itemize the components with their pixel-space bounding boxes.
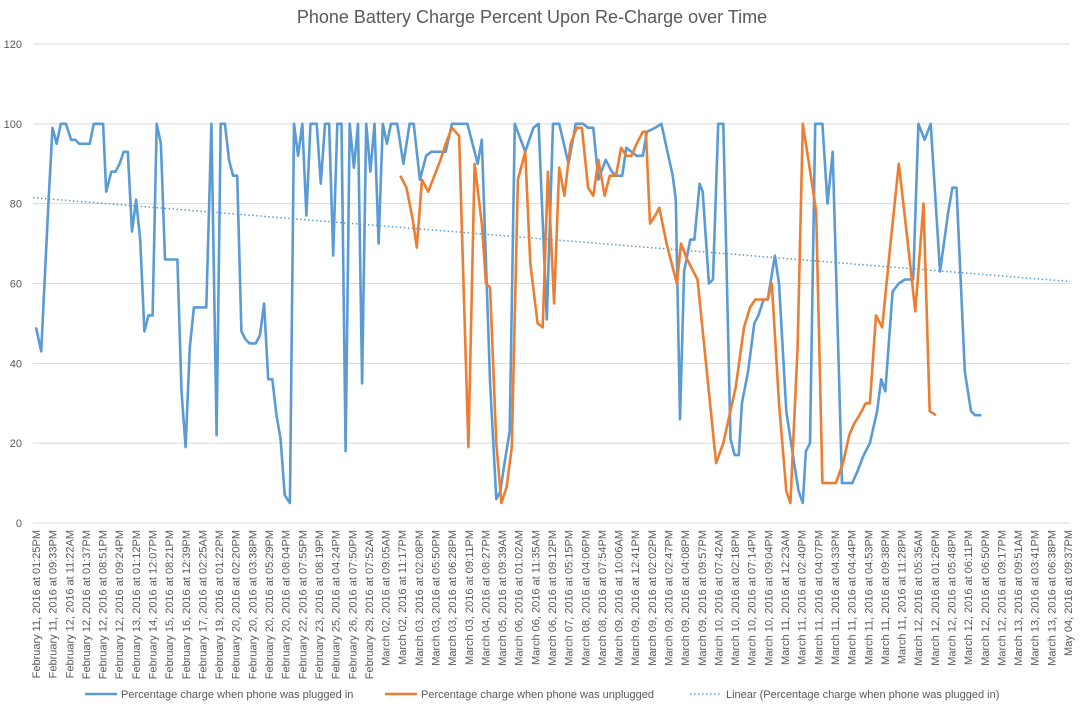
x-tick-label: March 08, 2016 at 07:54PM <box>597 530 609 666</box>
x-tick-label: March 11, 2016 at 04:44PM <box>847 530 859 665</box>
x-tick-label: February 17, 2016 at 02:25AM <box>197 530 209 679</box>
x-tick-label: March 09, 2016 at 09:57PM <box>697 530 709 666</box>
plugged-in-series-line <box>34 122 982 505</box>
x-tick-label: March 12, 2016 at 05:48PM <box>946 530 958 666</box>
x-tick-label: March 11, 2016 at 04:33PM <box>830 530 842 665</box>
y-tick-label: 120 <box>4 39 22 51</box>
x-tick-label: March 03, 2016 at 02:08PM <box>414 530 426 666</box>
x-tick-label: March 07, 2016 at 05:15PM <box>564 530 576 666</box>
y-tick-label: 40 <box>10 358 22 370</box>
x-tick-label: February 13, 2016 at 01:12PM <box>131 530 143 679</box>
x-tick-label: February 29, 2016 at 07:52AM <box>364 530 376 679</box>
legend: Percentage charge when phone was plugged… <box>85 689 999 701</box>
unplugged-series-line <box>399 122 937 505</box>
x-tick-label: March 11, 2016 at 09:38PM <box>880 530 892 665</box>
x-tick-label: February 11, 2016 at 09:33PM <box>48 530 60 678</box>
gridlines <box>33 43 1070 524</box>
x-tick-label: February 12, 2016 at 08:51PM <box>98 530 110 679</box>
x-tick-label: March 13, 2016 at 09:51AM <box>1013 530 1025 666</box>
x-tick-label: March 09, 2016 at 10:06AM <box>614 530 626 666</box>
x-tick-label: March 09, 2016 at 04:08PM <box>680 530 692 666</box>
x-tick-label: March 11, 2016 at 02:40PM <box>797 530 809 665</box>
x-tick-label: March 11, 2016 at 12:23AM <box>780 530 792 665</box>
legend-label: Percentage charge when phone was plugged… <box>121 689 353 701</box>
x-tick-label: March 12, 2016 at 06:11PM <box>963 530 975 665</box>
legend-trendline: Linear (Percentage charge when phone was… <box>690 689 999 701</box>
x-tick-label: February 14, 2016 at 12:07PM <box>148 530 160 679</box>
data-series <box>34 122 982 505</box>
x-tick-label: March 02, 2016 at 11:17PM <box>397 530 409 665</box>
x-tick-label: March 08, 2016 at 04:06PM <box>580 530 592 666</box>
x-tick-label: March 12, 2016 at 01:26PM <box>930 530 942 666</box>
x-tick-label: February 22, 2016 at 07:55PM <box>297 530 309 679</box>
x-tick-label: March 10, 2016 at 09:04PM <box>763 530 775 666</box>
x-tick-label: March 12, 2016 at 09:17PM <box>996 530 1008 666</box>
legend-unplugged: Percentage charge when phone was unplugg… <box>385 689 654 701</box>
x-tick-label: February 12, 2016 at 11:22AM <box>64 530 76 678</box>
x-tick-label: February 20, 2016 at 08:04PM <box>281 530 293 679</box>
x-tick-label: March 11, 2016 at 11:28PM <box>897 530 909 664</box>
x-tick-label: February 26, 2016 at 07:50PM <box>347 530 359 679</box>
x-tick-label: March 12, 2016 at 05:35AM <box>913 530 925 666</box>
x-tick-label: March 03, 2016 at 06:28PM <box>447 530 459 666</box>
chart-title: Phone Battery Charge Percent Upon Re-Cha… <box>297 7 767 27</box>
legend-label: Linear (Percentage charge when phone was… <box>726 689 999 701</box>
x-tick-label: March 11, 2016 at 04:53PM <box>863 530 875 665</box>
x-tick-label: March 06, 2016 at 01:02AM <box>514 530 526 666</box>
x-tick-label: February 12, 2016 at 09:24PM <box>114 530 126 679</box>
x-tick-label: March 10, 2016 at 07:14PM <box>747 530 759 666</box>
y-axis: 0 20 40 60 80 100 120 <box>4 39 22 530</box>
x-tick-label: May 04, 2016 at 09:37PM <box>1063 530 1075 656</box>
x-tick-label: March 02, 2016 at 09:05AM <box>381 530 393 666</box>
x-tick-label: March 10, 2016 at 07:42AM <box>713 530 725 666</box>
x-tick-label: March 09, 2016 at 12:41PM <box>630 530 642 666</box>
y-tick-label: 100 <box>4 119 22 131</box>
x-tick-label: March 12, 2016 at 06:50PM <box>980 530 992 666</box>
y-tick-label: 0 <box>16 518 22 530</box>
x-tick-label: February 12, 2016 at 01:37PM <box>81 530 93 679</box>
x-tick-label: March 11, 2016 at 04:07PM <box>813 530 825 665</box>
x-tick-label: February 20, 2016 at 05:29PM <box>264 530 276 679</box>
x-tick-label: March 06, 2016 at 11:35AM <box>530 530 542 665</box>
x-tick-label: March 05, 2016 at 09:39AM <box>497 530 509 666</box>
x-tick-label: February 15, 2016 at 08:21PM <box>164 530 176 679</box>
x-tick-label: February 23, 2016 at 08:19PM <box>314 530 326 679</box>
x-axis: February 11, 2016 at 01:25PM February 11,… <box>31 530 1075 679</box>
x-tick-label: February 16, 2016 at 12:39PM <box>181 530 193 679</box>
x-tick-label: February 19, 2016 at 01:22PM <box>214 530 226 679</box>
x-tick-label: March 09, 2016 at 02:02PM <box>647 530 659 666</box>
x-tick-label: March 06, 2016 at 09:12PM <box>547 530 559 666</box>
legend-plugged-in: Percentage charge when phone was plugged… <box>85 689 353 701</box>
y-tick-label: 20 <box>10 438 22 450</box>
y-tick-label: 80 <box>10 199 22 211</box>
x-tick-label: February 20, 2016 at 03:38PM <box>247 530 259 679</box>
legend-label: Percentage charge when phone was unplugg… <box>421 689 654 701</box>
x-tick-label: February 11, 2016 at 01:25PM <box>31 530 43 678</box>
y-tick-label: 60 <box>10 279 22 291</box>
x-tick-label: February 20, 2016 at 02:20PM <box>231 530 243 679</box>
x-tick-label: March 13, 2016 at 03:41PM <box>1030 530 1042 666</box>
x-tick-label: March 13, 2016 at 06:38PM <box>1046 530 1058 666</box>
x-tick-label: March 03, 2016 at 09:11PM <box>464 530 476 665</box>
x-tick-label: March 04, 2016 at 08:27PM <box>480 530 492 666</box>
x-tick-label: March 03, 2016 at 05:50PM <box>430 530 442 666</box>
x-tick-label: March 09, 2016 at 02:47PM <box>664 530 676 666</box>
x-tick-label: February 25, 2016 at 04:24PM <box>331 530 343 679</box>
x-tick-label: March 10, 2016 at 02:18PM <box>730 530 742 666</box>
